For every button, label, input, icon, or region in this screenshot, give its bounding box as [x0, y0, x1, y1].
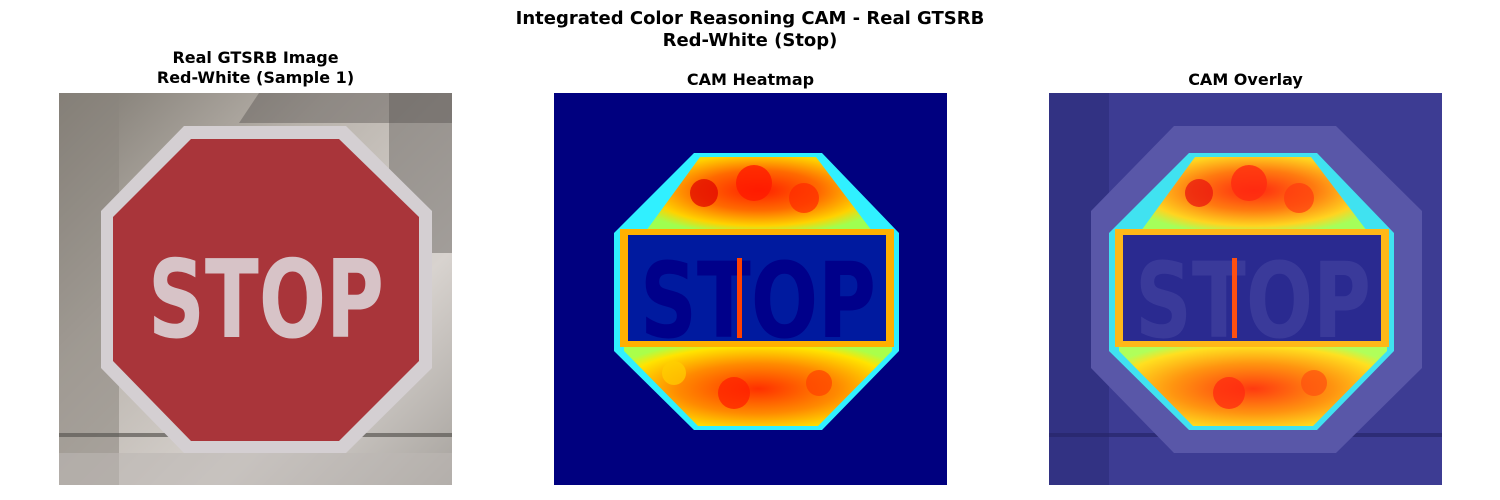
- panel-1-title-line-2: Red-White (Sample 1): [156, 68, 355, 87]
- figure-title-line-1: Integrated Color Reasoning CAM - Real GT…: [515, 8, 985, 29]
- panel-3-title: CAM Overlay: [1049, 70, 1442, 90]
- original-image-panel: STOP: [59, 93, 452, 485]
- cam-overlay: STOP: [1049, 93, 1442, 485]
- panel-1-title: Real GTSRB Image Red-White (Sample 1): [59, 48, 452, 88]
- panel-2-title: CAM Heatmap: [554, 70, 947, 90]
- panel-2-title-line-1: CAM Heatmap: [686, 70, 815, 89]
- cam-heatmap: STOP: [554, 93, 947, 485]
- figure-title: Integrated Color Reasoning CAM - Real GT…: [0, 8, 1500, 52]
- original-image: STOP: [59, 93, 452, 485]
- panel-1-title-line-1: Real GTSRB Image: [172, 48, 339, 67]
- panel-3-title-line-1: CAM Overlay: [1188, 70, 1303, 89]
- cam-overlay-text: STOP: [1135, 240, 1371, 362]
- cam-heatmap-text: STOP: [640, 240, 876, 362]
- cam-overlay-panel: STOP: [1049, 93, 1442, 485]
- figure-title-line-2: Red-White (Stop): [662, 30, 838, 51]
- stop-sign-body: [113, 139, 419, 441]
- stop-sign-text: STOP: [148, 238, 384, 363]
- cam-heatmap-panel: STOP: [554, 93, 947, 485]
